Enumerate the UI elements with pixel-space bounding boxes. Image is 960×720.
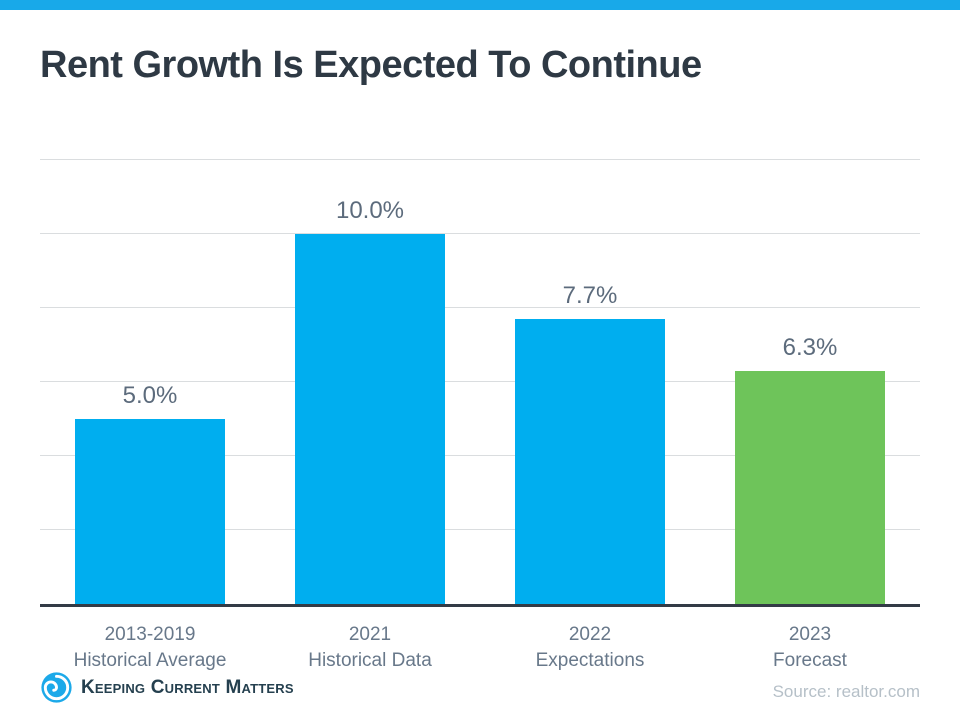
kcm-logo: Keeping Current Matters [40,671,294,704]
gridline-4pct [40,455,920,457]
bar-value-label: 6.3% [782,333,838,361]
bars-row: 5.0% 10.0% 7.7% 6.3% [40,160,920,604]
bar-2021 [295,234,445,604]
plot-area: 5.0% 10.0% 7.7% 6.3% [40,159,920,607]
bar-2022 [515,319,665,604]
category-label-2023: 2023 Forecast [773,624,847,671]
gridline-8pct [40,307,920,309]
top-accent-strip [0,0,960,10]
bar-slot-2021: 10.0% [260,160,480,604]
category-label-2022: 2022 Expectations [535,624,645,671]
logo-text: Keeping Current Matters [81,676,294,698]
bar-slot-2022: 7.7% [480,160,700,604]
category-label-2013-2019: 2013-2019 Historical Average [73,624,227,671]
gridline-6pct [40,381,920,382]
bar-value-label: 10.0% [335,197,405,224]
page-title: Rent Growth Is Expected To Continue [40,44,702,86]
category-labels-row: 2013-2019 Historical Average 2021 Historica… [40,622,920,674]
kcm-swirl-icon [40,671,73,704]
gridline-2pct [40,529,920,531]
gridline-12pct [40,159,920,160]
bar-slot-2013-2019: 5.0% [40,160,260,604]
gridline-10pct [40,233,920,234]
category-label-2021: 2021 Historical Data [308,624,432,671]
bar-slot-2023: 6.3% [700,160,920,604]
bar-2013-2019 [75,419,225,604]
bar-value-label: 5.0% [122,382,178,409]
source-text: Source: realtor.com [772,682,920,701]
bar-2023 [735,370,885,604]
bar-value-label: 7.7% [562,282,618,310]
